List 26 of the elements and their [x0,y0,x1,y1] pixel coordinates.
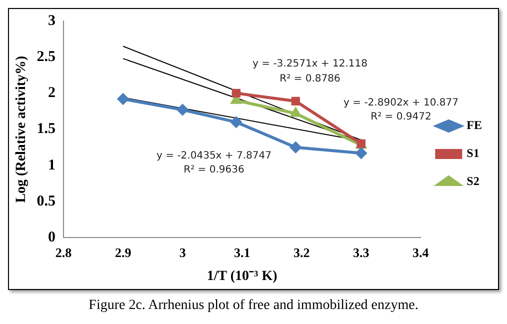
x-tick-label: 3.3 [353,244,370,260]
x-tick-label: 3.4 [412,244,430,260]
x-tick-label: 3 [179,244,186,260]
y-tick-label: 1.5 [36,121,56,138]
x-tick-label: 3.1 [234,244,250,260]
x-tick-label: 3.2 [294,244,310,260]
x-axis-title: 1/T (10⁻³ K) [206,269,278,284]
y-tick-label: 3 [48,12,56,29]
y-tick-label: 1 [48,157,56,174]
y-axis-title: Log (Relative activity%) [14,55,30,203]
x-tick-label: 2.8 [55,244,72,260]
y-tick-label: 0 [48,229,56,246]
annotation: R² = 0.9636 [184,164,244,176]
legend-label: FE [466,118,482,132]
y-tick-label: 0.5 [36,193,56,210]
annotation: y = -2.8902x + 10.877 [344,98,458,109]
legend-label: S1 [466,146,480,160]
annotation: y = -3.2571x + 12.118 [252,58,368,70]
caption: Figure 2c. Arrhenius plot of free and immobilized enzyme. [88,298,420,314]
annotation: y = -2.0435x + 7.8747 [156,150,272,162]
legend-label: S2 [466,174,480,188]
annotation: R² = 0.9472 [370,112,432,123]
y-tick-label: 2 [48,85,56,102]
y-tick-label: 2.5 [36,48,56,65]
annotation: R² = 0.8786 [280,74,340,85]
x-tick-label: 2.9 [114,244,132,260]
